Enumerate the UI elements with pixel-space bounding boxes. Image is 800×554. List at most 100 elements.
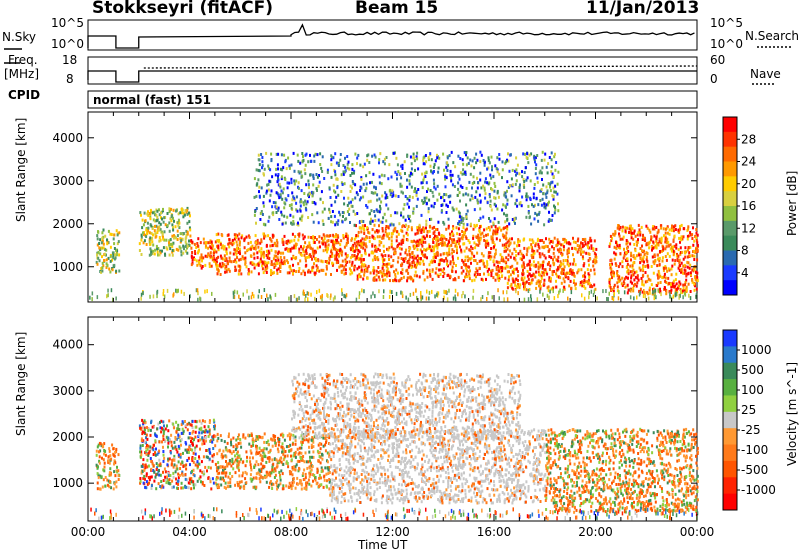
echo-cell — [467, 161, 470, 165]
echo-cell — [172, 216, 174, 220]
echo-cell — [494, 204, 497, 208]
echo-cell — [479, 225, 482, 228]
echo-cell — [434, 260, 436, 264]
echo-cell — [655, 238, 658, 242]
echo-cell — [333, 247, 335, 251]
echo-cell — [646, 279, 649, 283]
echo-cell — [536, 180, 539, 184]
near-range-cell — [679, 293, 681, 298]
echo-cell — [159, 420, 161, 424]
echo-cell — [399, 252, 402, 256]
echo-cell — [254, 234, 257, 238]
echo-cell — [492, 221, 495, 225]
echo-cell — [630, 231, 633, 235]
echo-cell — [471, 186, 473, 190]
near-range-cell — [233, 289, 236, 294]
echo-cell — [420, 230, 423, 234]
echo-cell — [140, 238, 143, 242]
echo-cell — [179, 455, 182, 459]
echo-cell — [157, 422, 160, 426]
echo-cell — [632, 261, 635, 265]
echo-cell — [274, 258, 277, 262]
echo-cell — [489, 219, 492, 223]
echo-cell — [433, 163, 436, 167]
echo-cell — [301, 152, 304, 155]
echo-cell — [539, 239, 542, 243]
echo-cell — [423, 171, 426, 175]
echo-cell — [650, 265, 653, 268]
echo-cell — [233, 248, 236, 252]
echo-cell — [168, 221, 171, 225]
echo-cell — [266, 266, 269, 270]
echo-cell — [473, 166, 476, 170]
near-range-cell — [669, 291, 671, 296]
echo-cell — [465, 186, 468, 190]
echo-cell — [307, 179, 310, 183]
echo-cell — [682, 286, 685, 290]
near-range-cell — [689, 296, 692, 301]
echo-cell — [622, 235, 625, 239]
echo-cell — [223, 254, 226, 258]
echo-cell — [142, 476, 145, 480]
echo-cell — [208, 447, 211, 451]
echo-cell — [206, 455, 209, 459]
echo-cell — [522, 178, 525, 182]
echo-cell — [401, 262, 404, 266]
echo-cell — [222, 257, 225, 261]
echo-cell — [283, 234, 286, 238]
echo-cell — [515, 168, 518, 172]
echo-cell — [241, 255, 244, 259]
echo-cell — [408, 195, 411, 199]
echo-cell — [670, 273, 673, 277]
echo-cell — [162, 470, 164, 474]
echo-cell — [163, 456, 166, 460]
echo-cell — [408, 249, 411, 253]
echo-cell — [461, 186, 464, 189]
echo-cell — [490, 225, 493, 229]
echo-cell — [694, 278, 697, 282]
echo-cell — [479, 273, 481, 276]
echo-cell — [370, 217, 372, 221]
echo-cell — [104, 234, 107, 238]
echo-cell — [538, 284, 540, 288]
echo-cell — [522, 238, 525, 242]
echo-cell — [533, 186, 536, 190]
echo-cell — [526, 176, 529, 180]
echo-cell — [228, 241, 231, 245]
echo-cell — [103, 465, 106, 469]
echo-cell — [654, 258, 657, 262]
echo-cell — [278, 196, 281, 200]
echo-cell — [593, 272, 596, 276]
echo-cell — [300, 175, 303, 179]
echo-cell — [406, 227, 409, 231]
echo-cell — [277, 206, 280, 210]
echo-cell — [198, 431, 201, 435]
echo-cell — [164, 427, 167, 431]
echo-cell — [170, 440, 173, 444]
echo-cell — [487, 243, 490, 247]
echo-cell — [580, 241, 582, 245]
echo-cell — [399, 278, 402, 282]
echo-cell — [170, 444, 173, 448]
near-range-cell — [250, 295, 253, 300]
echo-cell — [295, 201, 298, 205]
echo-cell — [337, 241, 340, 245]
echo-cell — [214, 481, 217, 485]
colorbar-segment — [723, 191, 737, 207]
echo-cell — [276, 271, 279, 275]
echo-cell — [190, 246, 193, 250]
echo-cell — [468, 257, 471, 261]
echo-cell — [381, 274, 384, 278]
echo-cell — [105, 262, 108, 266]
echo-cell — [545, 237, 547, 241]
echo-cell — [642, 283, 645, 287]
echo-cell — [686, 260, 689, 264]
echo-cell — [508, 184, 511, 188]
echo-cell — [541, 178, 543, 181]
echo-cell — [355, 246, 358, 250]
echo-cell — [255, 168, 258, 172]
echo-cell — [390, 235, 393, 239]
echo-cell — [530, 152, 533, 156]
echo-cell — [471, 159, 474, 163]
echo-cell — [330, 239, 333, 243]
